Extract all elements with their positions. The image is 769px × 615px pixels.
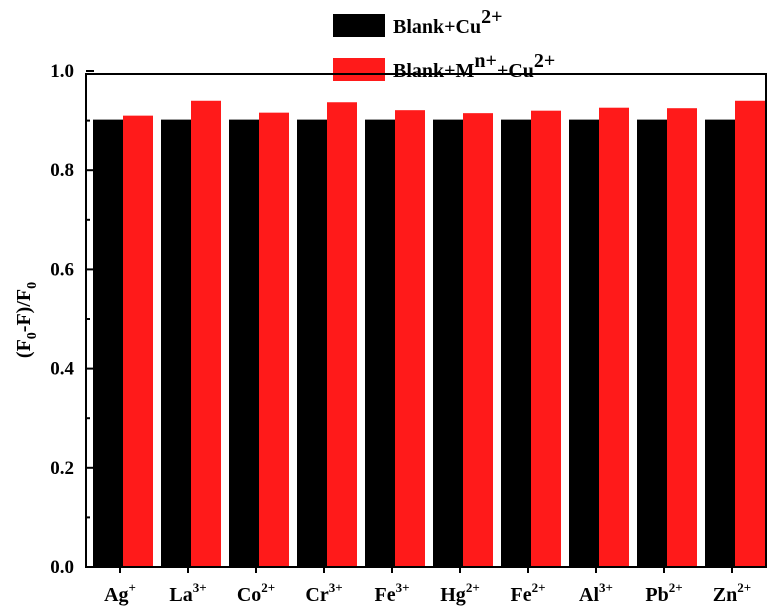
x-tick-label-sup: 3+ (599, 580, 613, 595)
bar-series-2-8 (599, 107, 629, 567)
x-tick-label-sup: 3+ (193, 580, 207, 595)
y-axis-ticks: 0.0 0.2 0.4 0.6 0.8 1.0 (50, 61, 94, 578)
y-label-part: -F)/F (13, 289, 35, 332)
x-tick-label-base: Co (237, 584, 261, 606)
bar-series-1-6 (433, 119, 463, 568)
x-tick-label-sup: 2+ (532, 580, 546, 595)
x-tick-label: Fe2+ (510, 580, 545, 606)
bar-series-2-10 (735, 100, 765, 567)
y-tick-label: 0.4 (50, 359, 74, 380)
bar-series-2-1 (123, 115, 153, 567)
bar-series-1-5 (365, 119, 395, 568)
y-axis-label: (F0-F)/F0 (13, 282, 40, 358)
bar-series-1-10 (705, 119, 735, 568)
x-tick-label: Fe3+ (374, 580, 409, 606)
bar-series-1-7 (501, 119, 531, 568)
legend-label-1: Blank+Cu2+ (393, 6, 503, 38)
x-tick-label: Pb2+ (645, 580, 682, 606)
x-tick-label-base: La (169, 584, 192, 606)
bar-series-1-8 (569, 119, 599, 568)
x-tick-label: Zn2+ (713, 580, 751, 606)
x-tick-label: Al3+ (579, 580, 613, 606)
legend-sup: 2+ (481, 6, 502, 28)
bar-series-2-5 (395, 110, 425, 568)
y-tick-label: 0.0 (50, 557, 74, 578)
x-tick-label-base: Al (579, 584, 599, 606)
bar-series-2-3 (259, 112, 289, 567)
y-label-sub: 0 (25, 282, 40, 289)
x-tick-label-base: Pb (645, 584, 668, 606)
y-tick-label: 0.6 (50, 259, 74, 280)
bar-series-2-9 (667, 108, 697, 567)
y-label-sub: 0 (25, 332, 40, 339)
y-tick-label: 0.2 (50, 458, 74, 479)
bar-series-1-4 (297, 119, 327, 568)
bar-series-1-3 (229, 119, 259, 568)
legend-swatch-2 (333, 58, 385, 81)
x-tick-label: Cr3+ (305, 580, 342, 606)
y-label-part: (F (13, 339, 35, 358)
x-tick-label-sup: 2+ (669, 580, 683, 595)
x-tick-label: Ag+ (104, 580, 136, 606)
bar-series-2-6 (463, 113, 493, 567)
bar-series-1-2 (161, 119, 191, 568)
x-tick-label: Co2+ (237, 580, 275, 606)
x-tick-label-base: Fe (510, 584, 531, 606)
x-tick-label: La3+ (169, 580, 206, 606)
legend-swatch-1 (333, 14, 385, 37)
x-tick-label-sup: 3+ (329, 580, 343, 595)
bar-series-1-1 (93, 119, 123, 568)
legend: Blank+Cu2+Blank+Mn++Cu2+ (333, 6, 555, 82)
bar-series-1-9 (637, 119, 667, 568)
legend-text: Blank+M (393, 60, 475, 82)
bar-series-2-2 (191, 100, 221, 567)
x-tick-label-sup: 3+ (396, 580, 410, 595)
x-tick-label-sup: 2+ (737, 580, 751, 595)
legend-text: +Cu (497, 60, 534, 82)
y-tick-label: 1.0 (50, 61, 74, 82)
legend-label-2: Blank+Mn++Cu2+ (393, 50, 555, 82)
y-tick-label: 0.8 (50, 160, 74, 181)
legend-sup: n+ (474, 50, 497, 72)
x-tick-label-base: Cr (305, 584, 328, 606)
x-tick-label-sup: 2+ (466, 580, 480, 595)
x-tick-label-base: Fe (374, 584, 395, 606)
axes (85, 73, 767, 568)
x-tick-label-sup: + (129, 580, 136, 595)
plot-frame (85, 73, 767, 568)
x-tick-label-base: Ag (104, 584, 128, 606)
bars (93, 100, 765, 568)
legend-text: Blank+Cu (393, 16, 481, 38)
x-tick-label-sup: 2+ (261, 580, 275, 595)
x-tick-label-base: Hg (440, 584, 466, 606)
bar-series-2-4 (327, 102, 357, 567)
legend-sup: 2+ (534, 50, 555, 72)
x-tick-label-base: Zn (713, 584, 737, 606)
x-tick-label: Hg2+ (440, 580, 479, 606)
x-axis-ticks: Ag+ La3+ Co2+ Cr3+ Fe3+ Hg2+ Fe2+ Al3+ Pb2+ Zn2+ (104, 567, 751, 606)
bar-series-2-7 (531, 110, 561, 568)
